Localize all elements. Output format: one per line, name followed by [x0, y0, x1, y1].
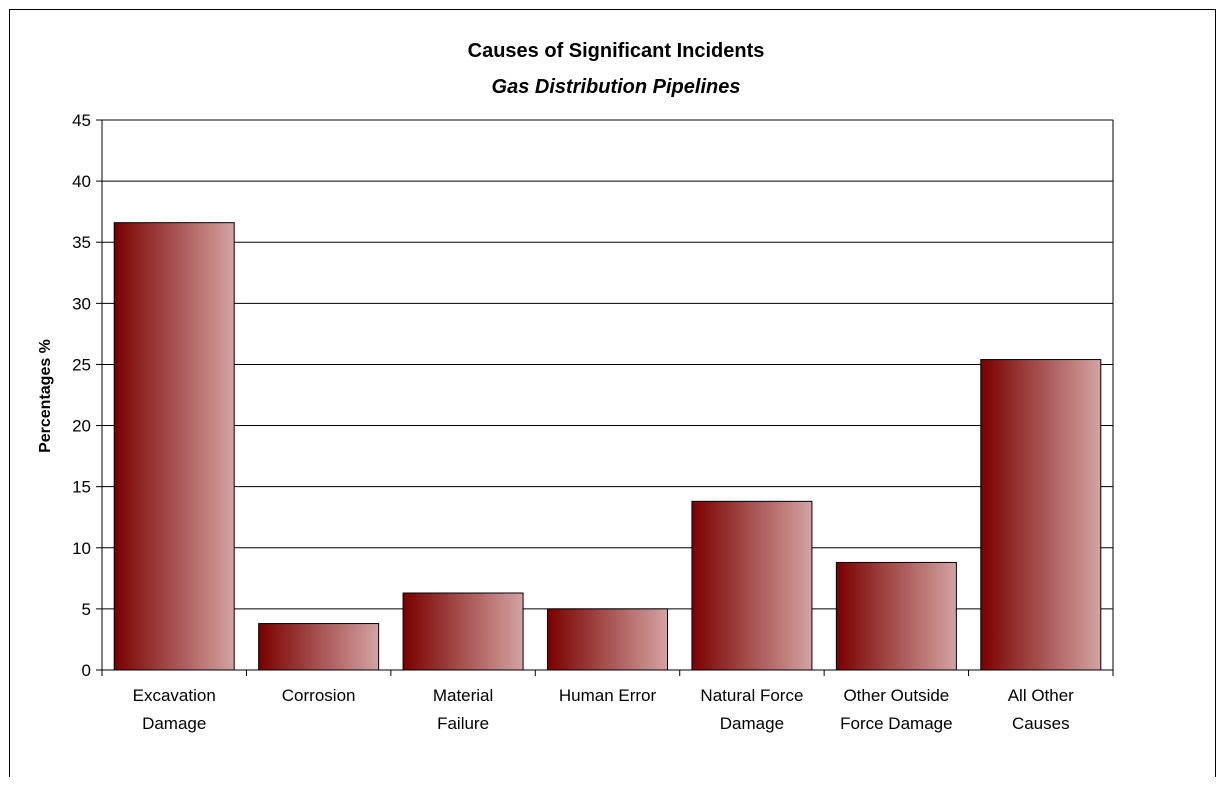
y-tick-label: 10: [72, 539, 91, 558]
x-tick-labels: Excavation Damage Corrosion Material Failure…: [133, 686, 1075, 733]
x-tick-label: Human Error: [559, 686, 657, 705]
chart-subtitle: Gas Distribution Pipelines: [492, 76, 741, 98]
x-tick-label: Force Damage: [840, 714, 952, 733]
bar: [113, 222, 235, 671]
x-tick-label: Natural Force: [700, 686, 803, 705]
x-tick-label: Excavation: [133, 686, 216, 705]
y-tick-label: 15: [72, 478, 91, 497]
y-tick-label: 45: [72, 111, 91, 130]
chart-frame: [9, 9, 1216, 777]
y-tick-label: 40: [72, 172, 91, 191]
y-tick-label: 20: [72, 417, 91, 436]
y-tick-label: 0: [82, 661, 91, 680]
bar: [547, 608, 668, 671]
x-tick-label: Damage: [720, 714, 784, 733]
bar: [402, 592, 524, 671]
gridlines: [102, 119, 1114, 670]
bar: [980, 359, 1102, 671]
x-tick-label: Other Outside: [843, 686, 949, 705]
bar: [691, 500, 813, 671]
x-tick-label: Corrosion: [282, 686, 356, 705]
x-tick-label: Causes: [1012, 714, 1070, 733]
y-tick-label: 25: [72, 355, 91, 374]
y-axis-label: Percentages %: [37, 339, 54, 453]
x-tick-label: All Other: [1008, 686, 1074, 705]
axes: [96, 119, 1114, 676]
chart-title: Causes of Significant Incidents: [468, 40, 765, 62]
x-tick-label: Failure: [437, 714, 489, 733]
y-tick-label: 5: [82, 600, 91, 619]
bars: [113, 222, 1102, 671]
bar: [258, 623, 380, 671]
bar: [835, 561, 957, 671]
x-tick-label: Material: [433, 686, 493, 705]
y-tick-label: 35: [72, 233, 91, 252]
y-tick-labels: 0 5 10 15 20 25 30 35 40 45: [72, 111, 91, 680]
x-tick-label: Damage: [142, 714, 206, 733]
y-tick-label: 30: [72, 294, 91, 313]
